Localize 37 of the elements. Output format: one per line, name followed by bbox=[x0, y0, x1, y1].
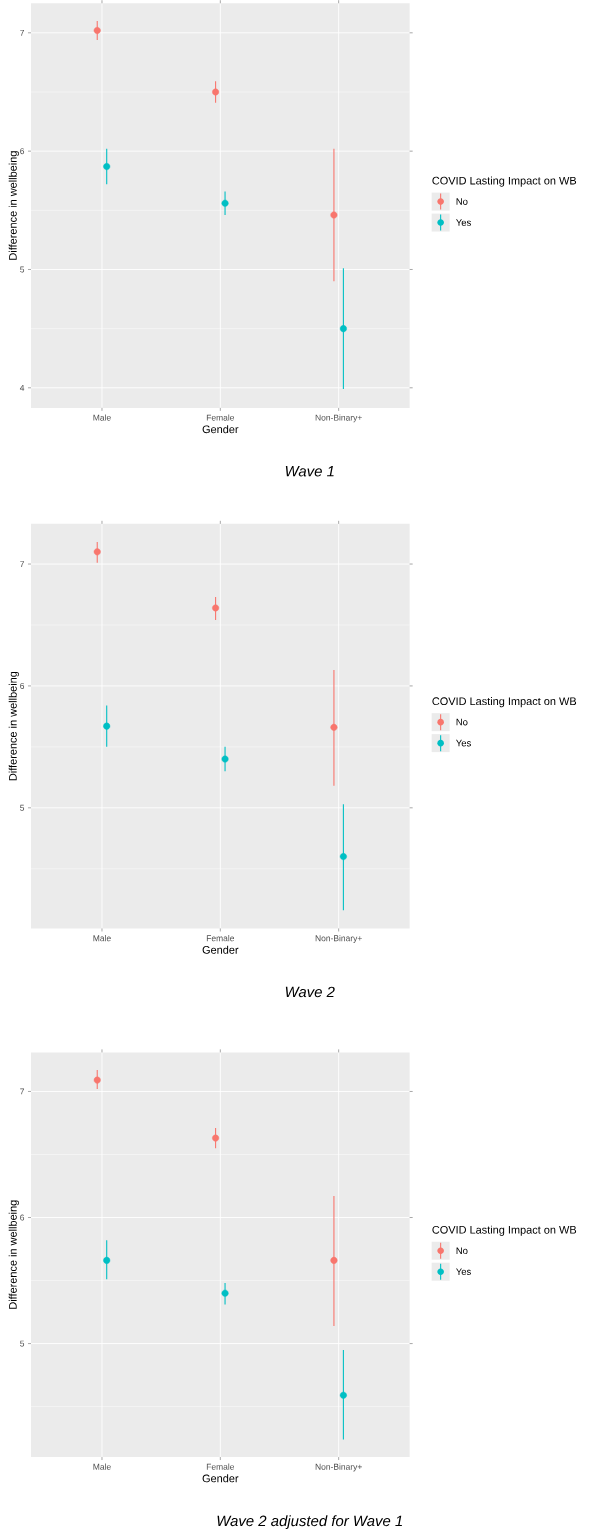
y-tick-label: 7 bbox=[19, 29, 24, 36]
text: Wave 2 adjusted for Wave 1 bbox=[217, 1515, 402, 1530]
legend-label: No bbox=[456, 198, 468, 205]
y-tick-label: 5 bbox=[19, 804, 24, 811]
y-tick-label: 7 bbox=[19, 1088, 24, 1095]
legend-title: COVID Lasting Impact on WB bbox=[432, 176, 576, 187]
text: Wave 2 bbox=[285, 986, 335, 998]
x-axis-title: Gender bbox=[202, 1474, 239, 1483]
y-tick-label: 5 bbox=[19, 266, 24, 273]
x-tick-label: Non-Binary+ bbox=[315, 1463, 362, 1472]
x-tick-label: Non-Binary+ bbox=[315, 414, 362, 423]
text: Wave 1 bbox=[285, 466, 334, 477]
y-axis-title: Difference in wellbeing bbox=[8, 671, 19, 781]
x-axis-title: Gender bbox=[202, 945, 239, 954]
y-tick-label: 6 bbox=[19, 1214, 24, 1221]
legend-label: No bbox=[456, 718, 468, 726]
x-tick-label: Male bbox=[93, 1463, 111, 1470]
y-tick-label: 6 bbox=[19, 682, 24, 689]
legend-label: Yes bbox=[455, 1268, 471, 1275]
legend-label: Yes bbox=[455, 219, 471, 226]
legend-title: COVID Lasting Impact on WB bbox=[432, 1225, 576, 1236]
x-tick-label: Non-Binary+ bbox=[315, 934, 362, 943]
y-tick-label: 6 bbox=[19, 148, 24, 155]
y-tick-label: 5 bbox=[19, 1340, 24, 1347]
y-axis-title: Difference in wellbeing bbox=[8, 151, 19, 260]
legend-label: No bbox=[456, 1247, 468, 1255]
x-tick-label: Male bbox=[93, 414, 111, 421]
legend-title: COVID Lasting Impact on WB bbox=[432, 697, 576, 708]
x-tick-label: Female bbox=[206, 414, 234, 421]
x-tick-label: Female bbox=[206, 1463, 234, 1470]
y-axis-title: Difference in wellbeing bbox=[8, 1200, 19, 1309]
x-axis-title: Gender bbox=[202, 425, 239, 434]
y-tick-label: 4 bbox=[19, 384, 24, 391]
legend-label: Yes bbox=[455, 739, 471, 747]
x-tick-label: Female bbox=[206, 934, 234, 942]
y-tick-label: 7 bbox=[19, 561, 24, 567]
x-tick-label: Male bbox=[93, 934, 111, 942]
